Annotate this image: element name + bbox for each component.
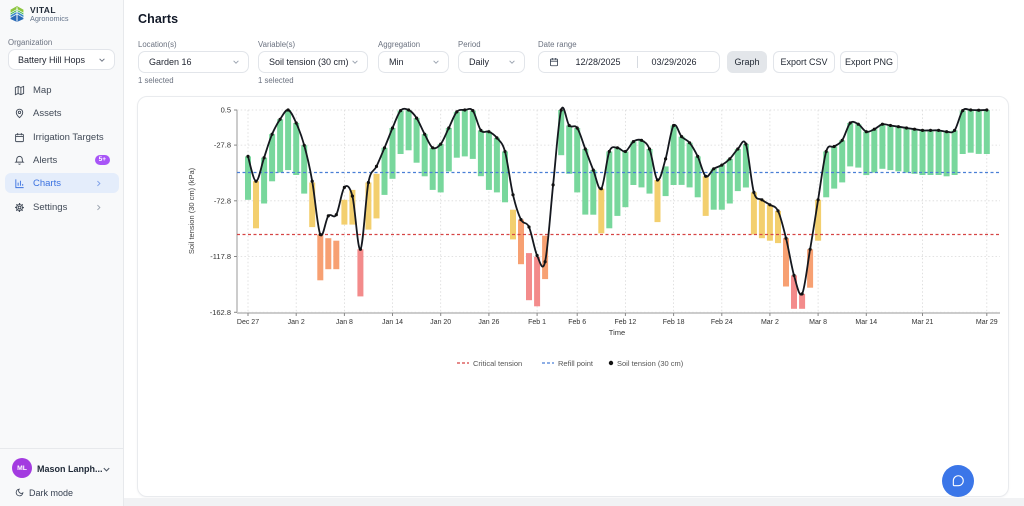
svg-text:Mar 29: Mar 29 <box>976 319 998 326</box>
svg-text:Soil tension (30 cm) (kPa): Soil tension (30 cm) (kPa) <box>187 167 196 254</box>
svg-text:Jan 20: Jan 20 <box>430 319 451 326</box>
svg-text:Mar 14: Mar 14 <box>855 319 877 326</box>
svg-text:-162.8: -162.8 <box>210 308 231 317</box>
svg-text:0.5: 0.5 <box>221 106 231 115</box>
svg-text:-117.8: -117.8 <box>210 252 231 261</box>
svg-text:Feb 12: Feb 12 <box>615 319 637 326</box>
svg-text:Jan 8: Jan 8 <box>336 319 353 326</box>
svg-text:Critical tension: Critical tension <box>473 359 522 368</box>
svg-text:Time: Time <box>609 328 625 337</box>
svg-text:-72.8: -72.8 <box>214 196 231 205</box>
svg-text:Refill point: Refill point <box>558 359 594 368</box>
svg-text:Jan 14: Jan 14 <box>382 319 403 326</box>
svg-text:Feb 24: Feb 24 <box>711 319 733 326</box>
svg-text:Jan 2: Jan 2 <box>288 319 305 326</box>
svg-text:Feb 1: Feb 1 <box>528 319 546 326</box>
svg-text:Mar 21: Mar 21 <box>912 319 934 326</box>
svg-text:Mar 8: Mar 8 <box>809 319 827 326</box>
svg-text:-27.8: -27.8 <box>214 141 231 150</box>
svg-text:Soil tension (30 cm): Soil tension (30 cm) <box>617 359 684 368</box>
svg-text:Feb 6: Feb 6 <box>568 319 586 326</box>
svg-text:Dec 27: Dec 27 <box>237 319 259 326</box>
svg-text:Jan 26: Jan 26 <box>478 319 499 326</box>
svg-text:Feb 18: Feb 18 <box>663 319 685 326</box>
svg-text:Mar 2: Mar 2 <box>761 319 779 326</box>
